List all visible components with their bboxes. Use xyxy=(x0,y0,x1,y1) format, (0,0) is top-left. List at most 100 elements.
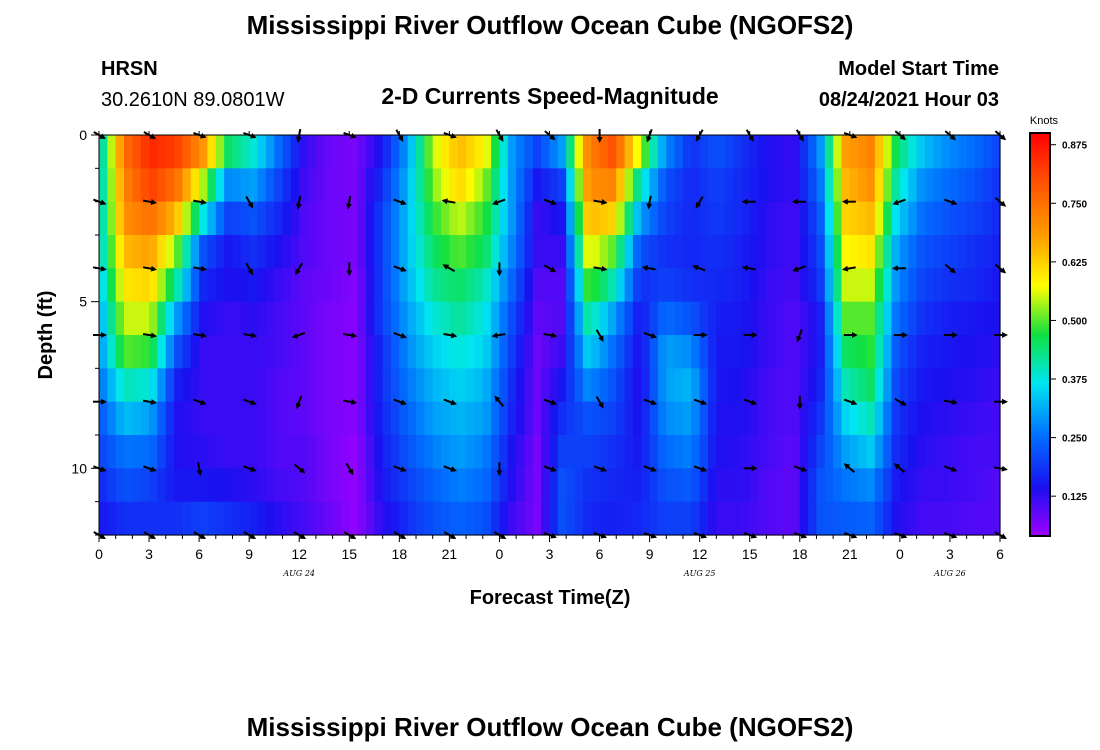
heatmap-cell xyxy=(274,368,284,403)
heatmap-cell xyxy=(432,368,442,403)
heatmap-cell xyxy=(190,301,200,336)
current-arrow xyxy=(743,398,758,406)
heatmap-cell xyxy=(682,368,692,403)
heatmap-cell xyxy=(140,468,150,503)
heatmap-cell xyxy=(374,168,384,203)
heatmap-cell xyxy=(115,235,125,269)
heatmap-cell xyxy=(324,501,334,536)
current-arrow xyxy=(543,465,557,472)
x-tick-label: 18 xyxy=(792,546,808,562)
heatmap-cell xyxy=(399,335,409,369)
heatmap-cell xyxy=(991,501,1001,536)
heatmap-cell xyxy=(416,501,425,536)
heatmap-cell xyxy=(699,201,709,236)
heatmap-cell xyxy=(215,401,225,436)
heatmap-cell xyxy=(708,368,717,403)
heatmap-cell xyxy=(883,268,893,303)
heatmap-cell xyxy=(524,235,534,269)
heatmap-cell xyxy=(207,435,217,469)
heatmap-cell xyxy=(874,201,884,236)
heatmap-cell xyxy=(949,435,959,469)
heatmap-cell xyxy=(199,135,209,169)
heatmap-cell xyxy=(916,468,926,503)
heatmap-cell xyxy=(816,301,826,336)
heatmap-cell xyxy=(899,235,909,269)
heatmap-cell xyxy=(441,235,450,269)
heatmap-cell xyxy=(682,435,692,469)
heatmap-cell xyxy=(491,368,501,403)
heatmap-cell xyxy=(532,435,542,469)
heatmap-cell xyxy=(224,235,234,269)
heatmap-cell xyxy=(299,468,309,503)
heatmap-cell xyxy=(174,435,184,469)
heatmap-cell xyxy=(808,468,818,503)
heatmap-cell xyxy=(199,201,209,236)
heatmap-cell xyxy=(124,501,133,536)
heatmap-cell xyxy=(182,235,192,269)
heatmap-cell xyxy=(482,435,492,469)
heatmap-cell xyxy=(532,268,542,303)
heatmap-cell xyxy=(507,268,517,303)
current-arrow xyxy=(243,398,257,406)
current-arrow xyxy=(293,463,306,474)
heatmap-cell xyxy=(749,235,759,269)
heatmap-cell xyxy=(516,468,526,503)
current-arrow xyxy=(295,395,303,410)
heatmap-cell xyxy=(332,135,342,169)
heatmap-cell xyxy=(649,468,659,503)
heatmap-cell xyxy=(607,235,617,269)
heatmap-cell xyxy=(908,235,918,269)
colorbar-tick-label: 0.500 xyxy=(1062,316,1087,327)
heatmap-cell xyxy=(724,301,734,336)
heatmap-cell xyxy=(307,168,317,203)
heatmap-cell xyxy=(390,401,400,436)
heatmap-cell xyxy=(165,501,175,536)
heatmap-cell xyxy=(424,268,434,303)
heatmap-cell xyxy=(282,301,292,336)
heatmap-cell xyxy=(908,335,918,369)
heatmap-cell xyxy=(766,301,776,336)
heatmap-cell xyxy=(299,501,309,536)
heatmap-cell xyxy=(874,468,884,503)
heatmap-cell xyxy=(624,268,634,303)
heatmap-cell xyxy=(149,468,158,503)
heatmap-cell xyxy=(407,235,417,269)
heatmap-cell xyxy=(457,268,467,303)
heatmap-cell xyxy=(716,501,726,536)
heatmap-cell xyxy=(249,268,259,303)
heatmap-cell xyxy=(933,235,943,269)
heatmap-cell xyxy=(474,201,484,236)
heatmap-cell xyxy=(257,301,267,336)
heatmap-cell xyxy=(466,268,476,303)
heatmap-cell xyxy=(207,468,217,503)
heatmap-cell xyxy=(424,468,434,503)
heatmap-cell xyxy=(824,468,834,503)
heatmap-cell xyxy=(966,435,976,469)
heatmap-cell xyxy=(349,501,359,536)
heatmap-cell xyxy=(240,501,250,536)
heatmap-cell xyxy=(491,135,501,169)
heatmap-cell xyxy=(991,301,1001,336)
heatmap-cell xyxy=(349,201,359,236)
current-arrow xyxy=(393,331,407,339)
heatmap-cell xyxy=(290,135,300,169)
heatmap-cell xyxy=(958,335,968,369)
heatmap-cell xyxy=(140,335,150,369)
x-tick-label: 15 xyxy=(341,546,357,562)
heatmap-cell xyxy=(632,468,642,503)
colorbar-tick-label: 0.375 xyxy=(1062,375,1087,386)
heatmap-cell xyxy=(207,268,217,303)
heatmap-cell xyxy=(207,168,217,203)
heatmap-cell xyxy=(224,135,234,169)
heatmap-cell xyxy=(224,268,234,303)
heatmap-cell xyxy=(599,168,609,203)
heatmap-cell xyxy=(557,135,567,169)
heatmap-cell xyxy=(466,501,476,536)
heatmap-cell xyxy=(858,235,868,269)
heatmap-cell xyxy=(574,401,584,436)
heatmap-cell xyxy=(916,268,926,303)
heatmap-cell xyxy=(758,168,767,203)
heatmap-cell xyxy=(691,468,701,503)
heatmap-cell xyxy=(182,368,192,403)
heatmap-cell xyxy=(716,201,726,236)
